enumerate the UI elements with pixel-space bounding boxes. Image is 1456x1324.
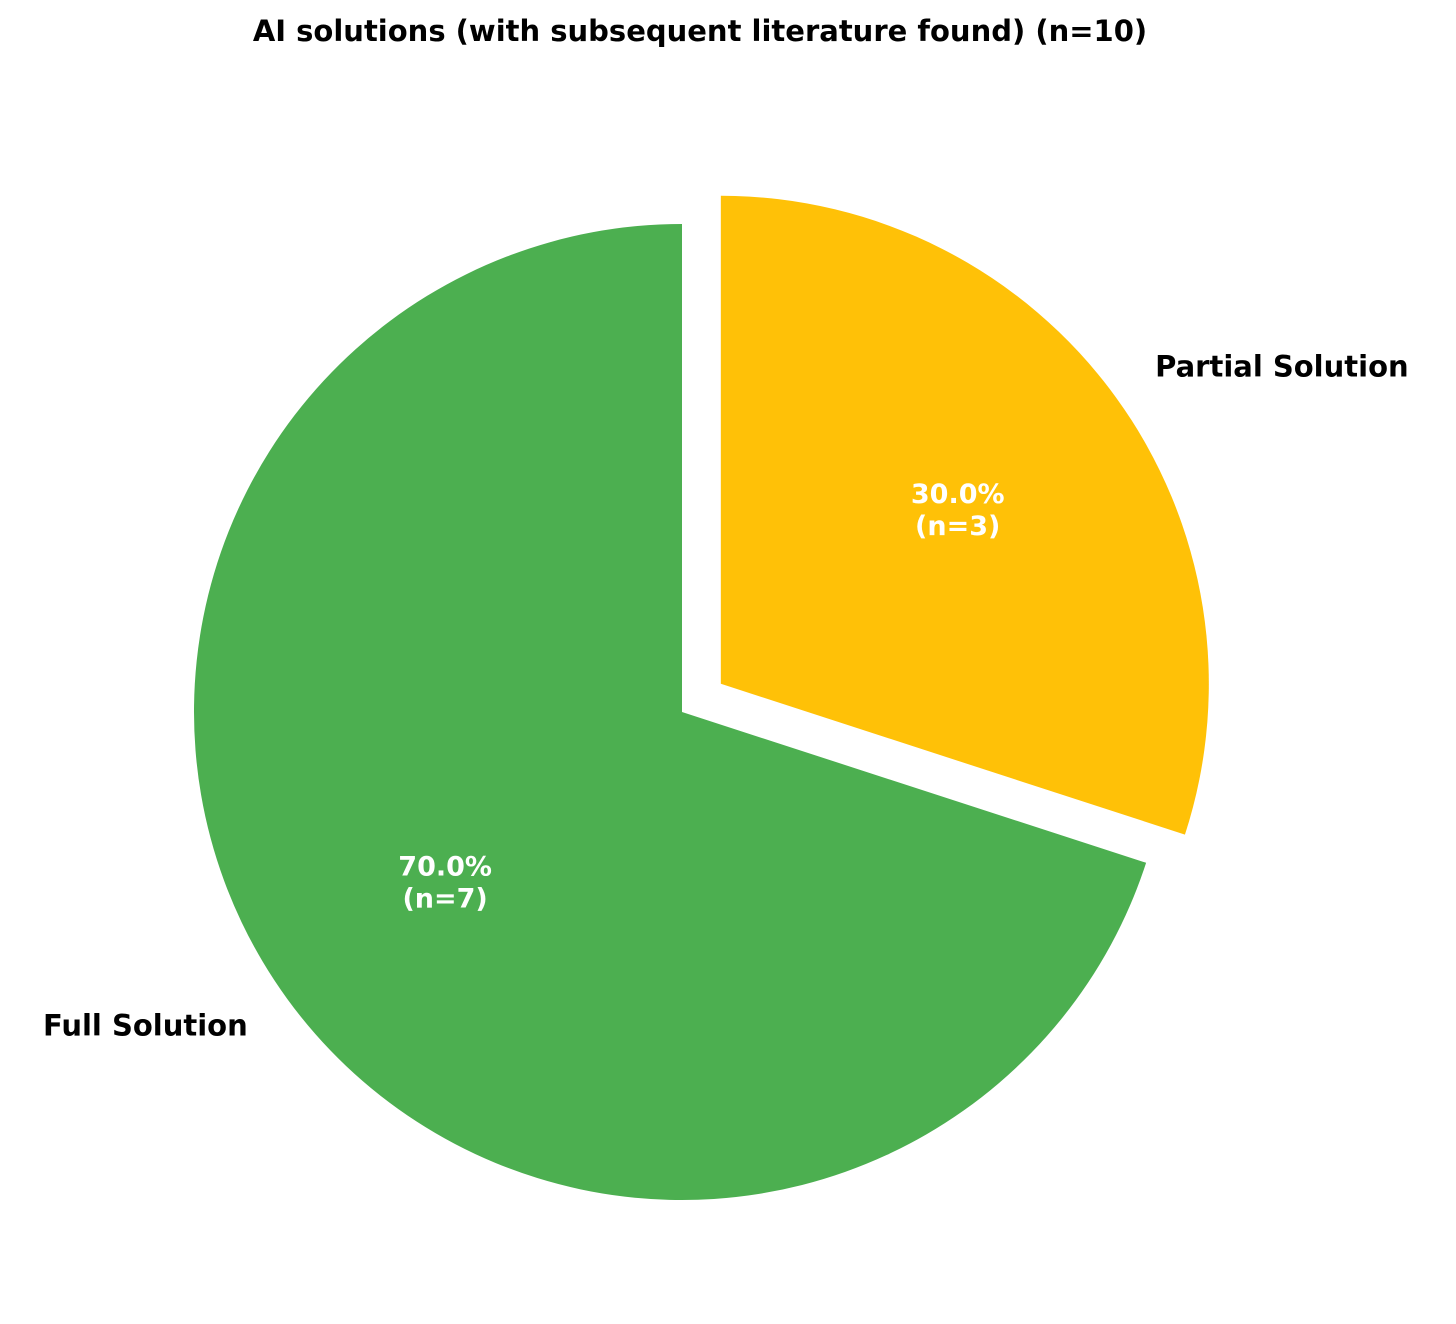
pie-slice-full-solution	[194, 224, 1147, 1200]
slice-percent-partial-solution: 30.0%	[911, 479, 1005, 510]
pie-slices	[194, 195, 1209, 1200]
slice-count-partial-solution: (n=3)	[915, 511, 1000, 542]
pie-slice-partial-solution	[720, 195, 1209, 835]
chart-title: AI solutions (with subsequent literature…	[253, 14, 1147, 48]
slice-label-partial-solution: Partial Solution	[1155, 349, 1409, 383]
pie-labels: Full Solution 70.0%(n=7) Partial Solution 3…	[43, 349, 1409, 1042]
slice-label-full-solution: Full Solution	[43, 1009, 248, 1043]
slice-percent-full-solution: 70.0%	[398, 852, 492, 883]
slice-count-full-solution: (n=7)	[402, 884, 487, 915]
